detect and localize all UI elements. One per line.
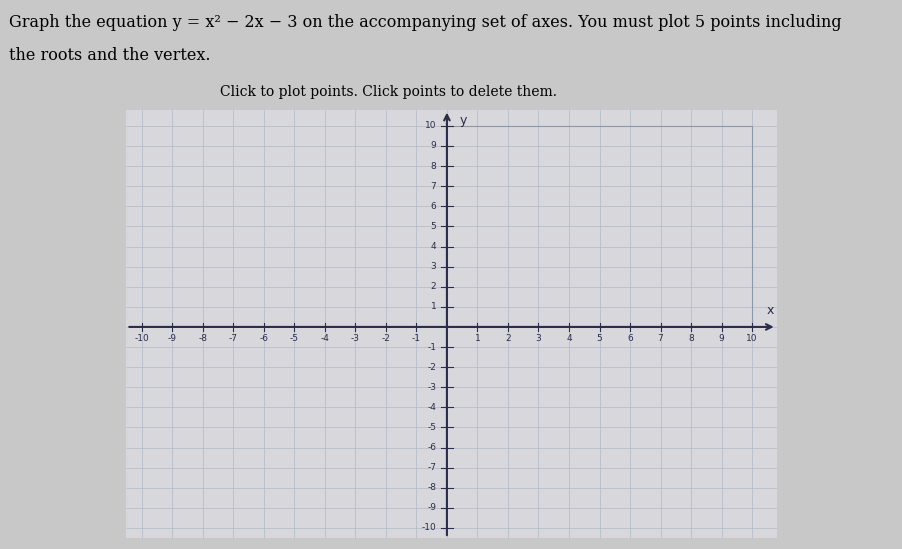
Text: -4: -4: [320, 334, 329, 343]
Text: -7: -7: [427, 463, 436, 472]
Text: -9: -9: [168, 334, 177, 343]
Bar: [446, 126, 751, 327]
Text: 6: 6: [430, 202, 436, 211]
Text: 3: 3: [535, 334, 541, 343]
Text: -10: -10: [421, 523, 436, 533]
Text: -6: -6: [427, 443, 436, 452]
Text: 6: 6: [627, 334, 632, 343]
Text: 4: 4: [566, 334, 571, 343]
Text: -4: -4: [427, 403, 436, 412]
Text: 1: 1: [430, 302, 436, 311]
Text: 8: 8: [430, 161, 436, 171]
Text: -2: -2: [427, 363, 436, 372]
Text: 5: 5: [430, 222, 436, 231]
Text: -2: -2: [381, 334, 390, 343]
Text: -6: -6: [259, 334, 268, 343]
Text: 9: 9: [718, 334, 723, 343]
Text: 7: 7: [430, 182, 436, 191]
Text: 2: 2: [504, 334, 511, 343]
Text: 1: 1: [474, 334, 480, 343]
Text: 5: 5: [596, 334, 602, 343]
Text: 3: 3: [430, 262, 436, 271]
Text: Click to plot points. Click points to delete them.: Click to plot points. Click points to de…: [219, 85, 557, 99]
Text: 8: 8: [687, 334, 694, 343]
Text: 2: 2: [430, 282, 436, 291]
Text: 10: 10: [746, 334, 757, 343]
Text: -9: -9: [427, 503, 436, 512]
Text: -1: -1: [427, 343, 436, 351]
Text: -10: -10: [134, 334, 149, 343]
Text: 10: 10: [424, 121, 436, 130]
Text: -8: -8: [427, 483, 436, 492]
Text: 7: 7: [657, 334, 663, 343]
Text: Graph the equation y = x² − 2x − 3 on the accompanying set of axes. You must plo: Graph the equation y = x² − 2x − 3 on th…: [9, 14, 841, 31]
Text: x: x: [765, 304, 773, 317]
Text: -3: -3: [351, 334, 360, 343]
Text: -8: -8: [198, 334, 207, 343]
Text: 9: 9: [430, 142, 436, 150]
Text: -5: -5: [427, 423, 436, 432]
Text: -7: -7: [228, 334, 237, 343]
Text: -5: -5: [290, 334, 299, 343]
Text: -3: -3: [427, 383, 436, 392]
Text: -1: -1: [411, 334, 420, 343]
Text: y: y: [458, 114, 466, 127]
Text: the roots and the vertex.: the roots and the vertex.: [9, 47, 210, 64]
Text: 4: 4: [430, 242, 436, 251]
